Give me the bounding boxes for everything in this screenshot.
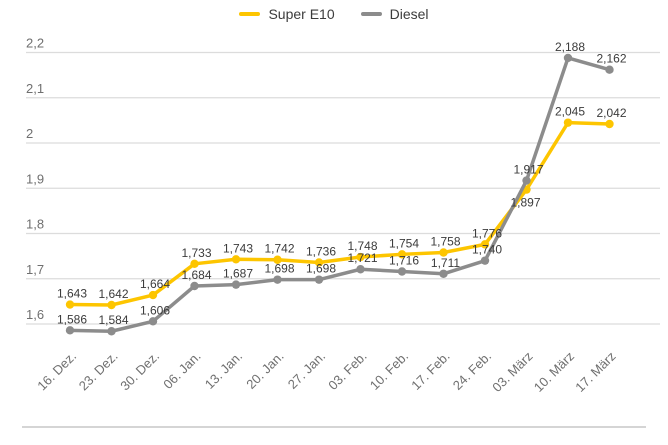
y-axis-tick-label: 1,8 [26, 217, 44, 232]
data-point [65, 300, 75, 309]
data-point [522, 176, 531, 185]
x-axis-tick-label: 27. Jan. [285, 349, 328, 392]
x-axis-tick-label: 03. Feb. [325, 349, 369, 393]
data-point [605, 65, 614, 74]
x-axis-tick-label: 23. Dez. [76, 349, 121, 394]
y-axis-tick-label: 1,6 [26, 307, 44, 322]
point-value-label: 1,754 [389, 236, 419, 250]
y-axis-tick-label: 2,1 [26, 81, 44, 96]
x-axis-tick-label: 17. März [572, 349, 618, 395]
x-axis-tick-label: 03. März [489, 349, 535, 395]
data-point [107, 300, 116, 310]
data-point [397, 250, 407, 259]
x-axis-tick-label: 17. Feb. [408, 349, 452, 393]
legend-label-diesel: Diesel [389, 6, 429, 22]
data-point [480, 240, 490, 249]
data-point [605, 119, 614, 129]
legend-swatch-super-e10-icon [239, 11, 261, 17]
x-axis-tick-label: 10. Feb. [367, 349, 411, 393]
point-value-label: 1,687 [223, 267, 253, 281]
point-value-label: 2,162 [596, 52, 626, 66]
data-point [273, 275, 282, 284]
y-axis-tick-label: 2,2 [26, 36, 44, 51]
point-value-label: 1,736 [306, 244, 336, 258]
data-point [273, 255, 282, 264]
y-axis-tick-label: 2 [26, 126, 33, 141]
point-value-label: 1,733 [181, 246, 211, 260]
point-value-label: 1,917 [513, 163, 543, 177]
data-point [356, 265, 365, 274]
point-value-label: 2,045 [555, 105, 585, 119]
data-point [356, 252, 365, 262]
x-axis-tick-label: 20. Jan. [243, 349, 286, 392]
legend-item-diesel: Diesel [360, 6, 429, 22]
point-value-label: 1,586 [57, 312, 87, 326]
data-point [231, 280, 241, 289]
series-line-diesel [68, 56, 612, 333]
chart-legend: Super E10 Diesel [0, 3, 668, 25]
point-value-label: 1,698 [264, 262, 294, 276]
x-axis-tick-label: 24. Feb. [450, 349, 494, 393]
point-value-label: 1,748 [347, 239, 377, 253]
data-point [231, 255, 241, 264]
x-axis-tick-label: 13. Jan. [202, 349, 245, 392]
x-axis-tick-label: 16. Dez. [34, 349, 79, 394]
point-value-label: 1,742 [264, 242, 294, 256]
y-axis-tick-label: 1,7 [26, 262, 44, 277]
x-axis-tick-label: 30. Dez. [117, 349, 162, 394]
data-point [148, 290, 158, 300]
data-point [397, 267, 407, 276]
point-value-label: 1,740 [472, 243, 502, 257]
point-value-label: 1,758 [430, 235, 460, 249]
point-value-label: 2,042 [596, 106, 626, 120]
data-point [190, 259, 199, 269]
point-value-label: 1,684 [181, 268, 211, 282]
legend-label-super-e10: Super E10 [268, 6, 335, 22]
data-point [190, 281, 199, 291]
data-point [563, 53, 573, 63]
data-point [314, 258, 324, 267]
data-point [480, 256, 490, 265]
point-value-label: 1,643 [57, 287, 87, 301]
x-axis-tick-label: 10. März [531, 349, 577, 395]
data-point [439, 248, 448, 257]
point-value-label: 1,716 [389, 254, 419, 268]
data-point [439, 269, 448, 278]
point-value-label: 1,606 [140, 303, 170, 317]
data-point [107, 327, 116, 336]
legend-swatch-diesel-icon [360, 11, 382, 17]
point-value-label: 1,743 [223, 241, 253, 255]
series-line-super-e10 [68, 120, 612, 307]
point-value-label: 1,698 [306, 262, 336, 276]
data-point [563, 118, 573, 127]
point-value-label: 2,188 [555, 40, 585, 54]
point-value-label: 1,642 [98, 287, 128, 301]
data-point [314, 275, 324, 284]
data-point [148, 317, 158, 326]
point-value-label: 1,721 [347, 251, 377, 265]
y-axis-tick-label: 1,9 [26, 171, 44, 186]
data-point [65, 326, 75, 335]
point-value-label: 1,584 [98, 313, 128, 327]
legend-item-super-e10: Super E10 [239, 6, 335, 22]
point-value-label: 1,664 [140, 277, 170, 291]
point-value-label: 1,897 [510, 196, 540, 210]
point-value-label: 1,711 [431, 256, 460, 270]
point-value-label: 1,776 [472, 226, 502, 240]
x-axis-tick-label: 06. Jan. [160, 349, 203, 392]
